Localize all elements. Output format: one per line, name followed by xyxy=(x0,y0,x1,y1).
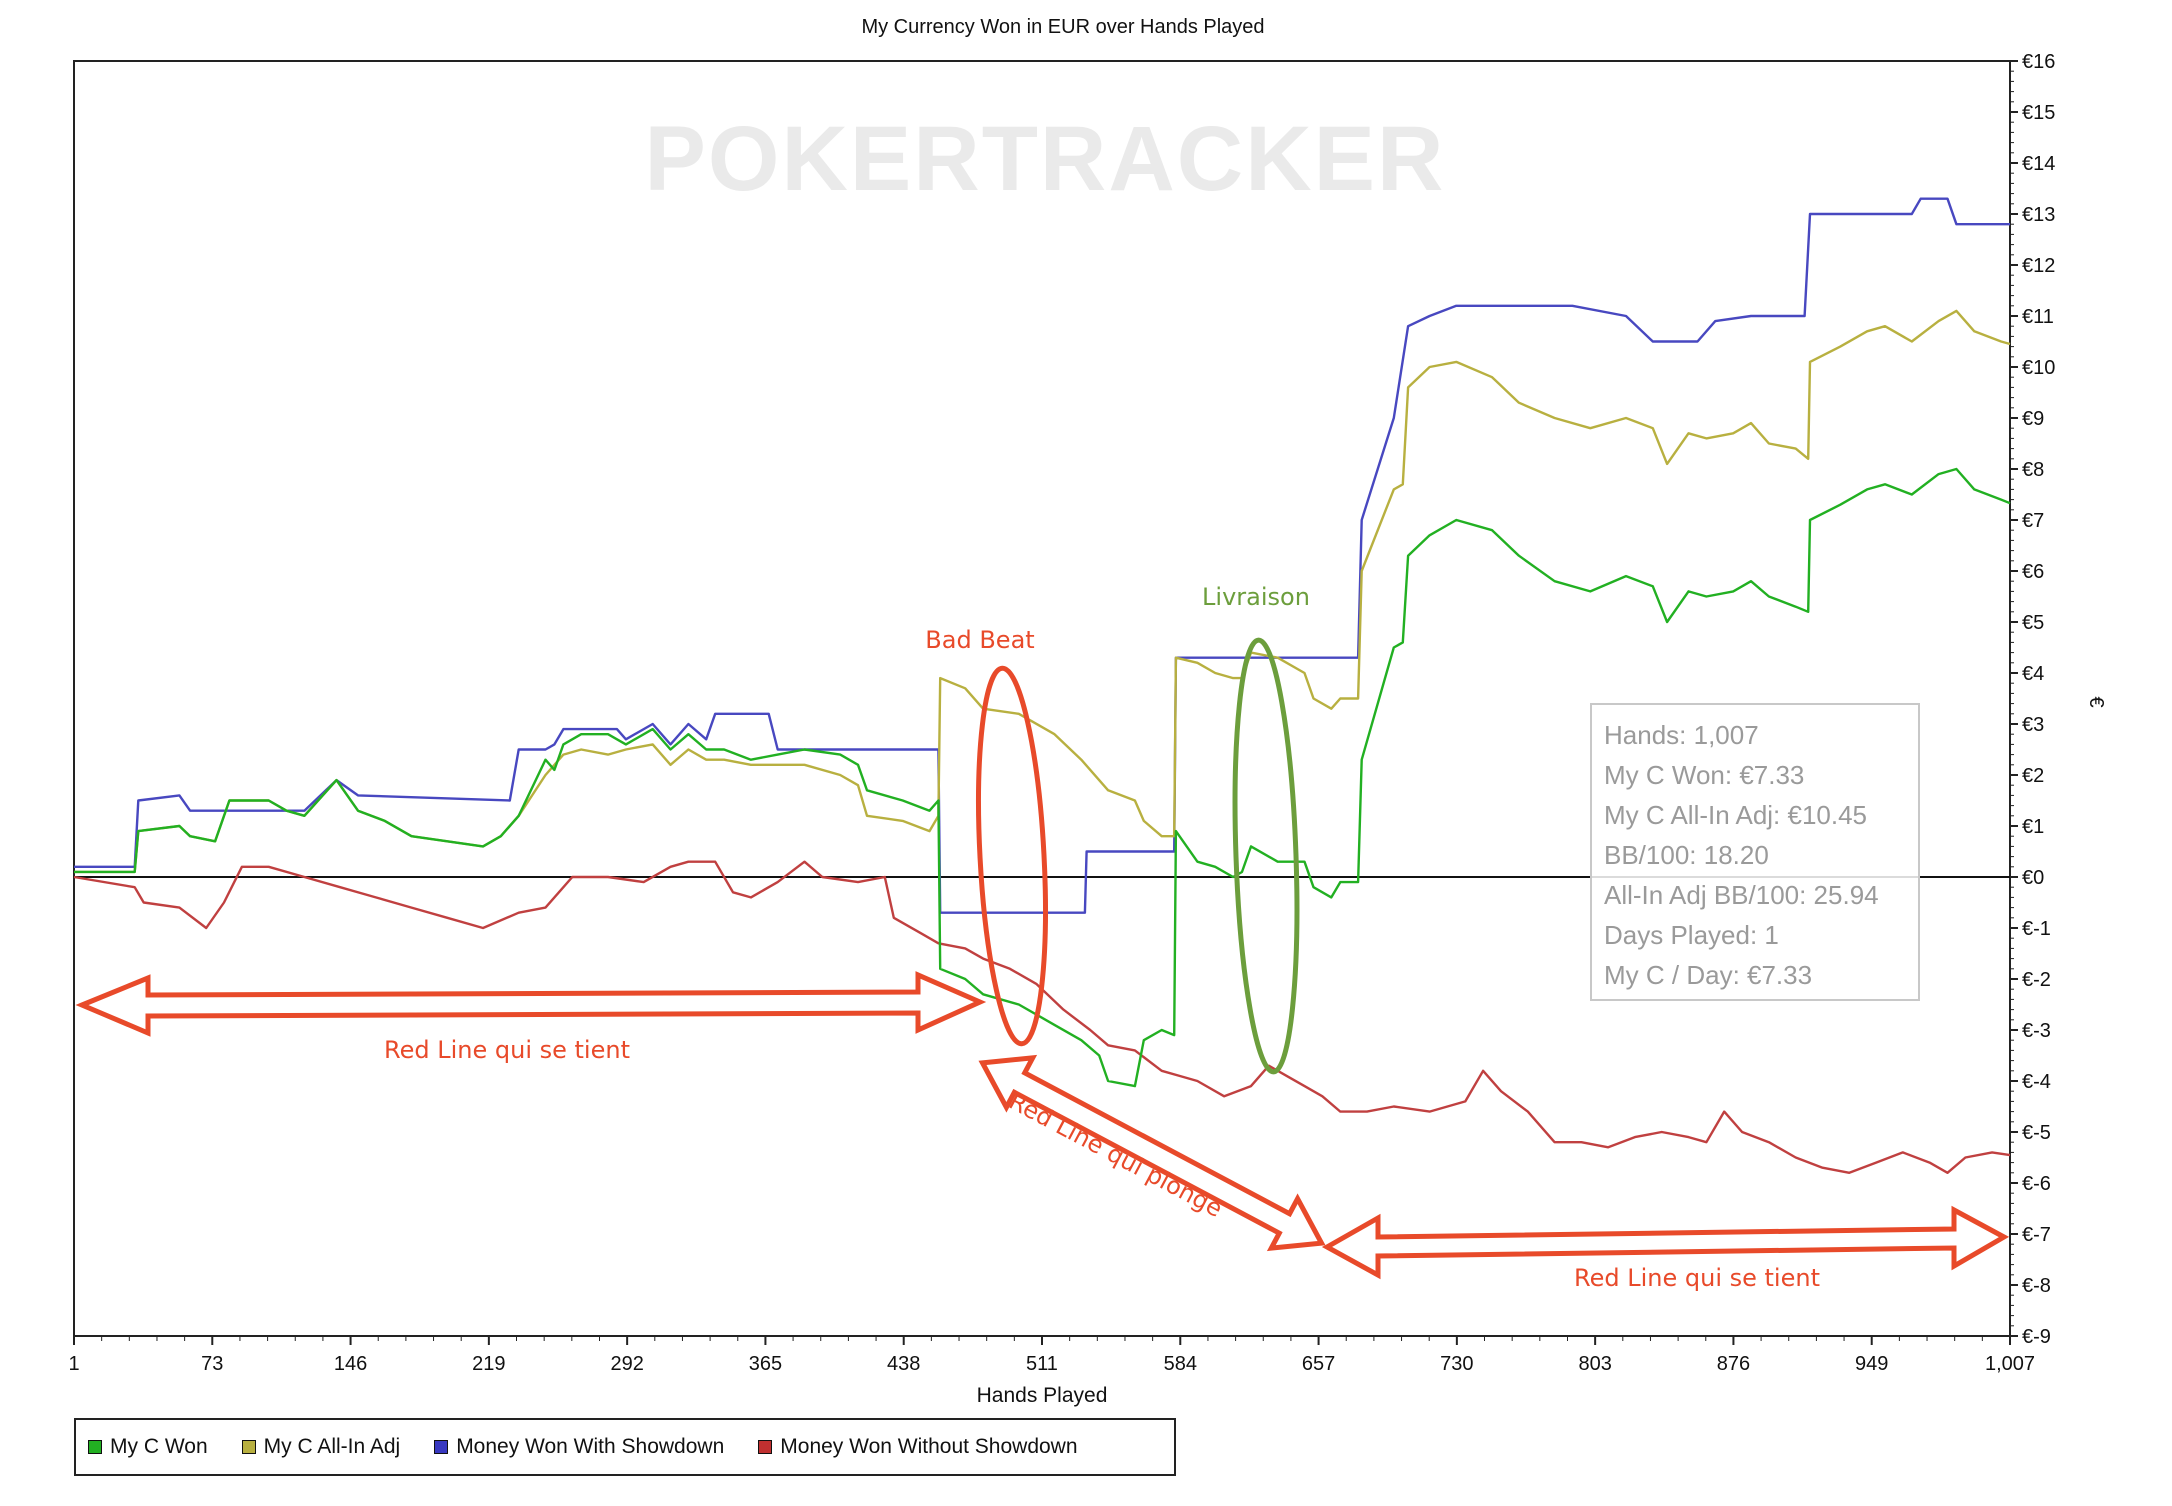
annotation-bad-beat: Bad Beat xyxy=(925,626,1034,654)
y-tick-label: €-2 xyxy=(2022,969,2051,991)
x-axis-label: Hands Played xyxy=(977,1384,1108,1407)
y-tick-label: €5 xyxy=(2022,612,2044,634)
stats-allin-adj: My C All-In Adj: €10.45 xyxy=(1604,800,1868,830)
y-tick-label: €16 xyxy=(2022,51,2055,73)
double-arrow-left xyxy=(75,971,987,1037)
legend-item-all-in-adj[interactable]: My C All-In Adj xyxy=(241,1435,401,1459)
x-tick-label: 657 xyxy=(1302,1353,1335,1375)
stats-allin-bb100: All-In Adj BB/100: 25.94 xyxy=(1604,880,1879,910)
livraison-ellipse xyxy=(1232,637,1300,1075)
x-tick-label: 949 xyxy=(1855,1353,1888,1375)
x-tick-label: 219 xyxy=(472,1353,505,1375)
x-tick-label: 292 xyxy=(610,1353,643,1375)
legend: My C Won My C All-In Adj Money Won With … xyxy=(74,1418,1176,1476)
watermark: POKERTRACKER xyxy=(645,108,1446,210)
x-tick-label: 1,007 xyxy=(1985,1353,2035,1375)
y-tick-label: €-7 xyxy=(2022,1224,2051,1246)
double-arrow-diagonal xyxy=(978,1054,1326,1252)
x-tick-label: 584 xyxy=(1164,1353,1197,1375)
annotation-red-line-dives: Red Line qui plonge xyxy=(1004,1087,1227,1223)
annotation-red-line-holds-1: Red Line qui se tient xyxy=(384,1036,630,1064)
x-tick-label: 876 xyxy=(1717,1353,1750,1375)
stats-per-day: My C / Day: €7.33 xyxy=(1604,960,1813,990)
y-tick-label: €14 xyxy=(2022,153,2055,175)
y-tick-label: €15 xyxy=(2022,102,2055,124)
y-tick-label: €2 xyxy=(2022,765,2044,787)
y-tick-label: €-8 xyxy=(2022,1275,2051,1297)
x-tick-label: 511 xyxy=(1026,1353,1058,1375)
x-tick-label: 146 xyxy=(334,1353,367,1375)
legend-label: Money Won Without Showdown xyxy=(780,1435,1078,1458)
legend-swatch xyxy=(434,1440,449,1454)
y-tick-label: €-3 xyxy=(2022,1020,2051,1042)
plot-frame xyxy=(73,60,2011,1337)
double-arrow-right xyxy=(1321,1205,2010,1280)
x-tick-label: 730 xyxy=(1440,1353,1473,1375)
x-tick-label: 803 xyxy=(1578,1353,1611,1375)
x-tick-label: 73 xyxy=(201,1353,223,1375)
legend-item-without-showdown[interactable]: Money Won Without Showdown xyxy=(758,1435,1078,1459)
annotation-livraison: Livraison xyxy=(1202,583,1310,611)
y-tick-label: €-5 xyxy=(2022,1122,2051,1144)
y-axis-label: € xyxy=(2085,696,2107,707)
legend-label: My C Won xyxy=(110,1435,208,1458)
y-tick-label: €1 xyxy=(2022,816,2044,838)
legend-item-with-showdown[interactable]: Money Won With Showdown xyxy=(434,1435,724,1459)
stats-bb100: BB/100: 18.20 xyxy=(1604,840,1769,870)
y-tick-label: €4 xyxy=(2022,663,2044,685)
stats-hands: Hands: 1,007 xyxy=(1604,720,1759,750)
annotation-red-line-holds-2: Red Line qui se tient xyxy=(1574,1264,1820,1292)
y-tick-label: €9 xyxy=(2022,408,2044,430)
series-line-my-c-won xyxy=(74,467,2011,1088)
stats-days-played: Days Played: 1 xyxy=(1604,920,1779,950)
y-tick-label: €12 xyxy=(2022,255,2055,277)
x-tick-label: 1 xyxy=(68,1353,79,1375)
legend-label: Money Won With Showdown xyxy=(456,1435,725,1458)
bad-beat-ellipse xyxy=(976,665,1048,1047)
y-tick-label: €-1 xyxy=(2022,918,2051,940)
legend-swatch xyxy=(88,1440,102,1454)
annotation-shapes xyxy=(75,637,2010,1280)
x-tick-label: 438 xyxy=(887,1353,920,1375)
y-tick-label: €6 xyxy=(2022,561,2044,583)
y-tick-label: €11 xyxy=(2022,306,2054,328)
y-tick-label: €7 xyxy=(2022,510,2044,532)
y-tick-label: €-6 xyxy=(2022,1173,2051,1195)
legend-label: My C All-In Adj xyxy=(263,1435,401,1458)
series-line-money-won-without-showdown xyxy=(73,860,2011,1174)
legend-swatch xyxy=(758,1440,773,1454)
y-tick-label: €8 xyxy=(2022,459,2044,481)
y-tick-label: €-4 xyxy=(2022,1071,2051,1093)
stats-won: My C Won: €7.33 xyxy=(1604,760,1805,790)
y-tick-label: €13 xyxy=(2022,204,2055,226)
y-tick-label: €3 xyxy=(2022,714,2044,736)
x-tick-label: 365 xyxy=(749,1353,782,1375)
legend-item-my-c-won[interactable]: My C Won xyxy=(88,1435,208,1459)
y-tick-label: €0 xyxy=(2022,867,2044,889)
y-tick-label: €10 xyxy=(2022,357,2055,379)
stats-panel: Hands: 1,007 My C Won: €7.33 My C All-In… xyxy=(1590,703,1920,1001)
chart-title: My Currency Won in EUR over Hands Played xyxy=(861,16,1264,38)
y-tick-label: €-9 xyxy=(2022,1326,2051,1348)
legend-swatch xyxy=(241,1440,256,1454)
